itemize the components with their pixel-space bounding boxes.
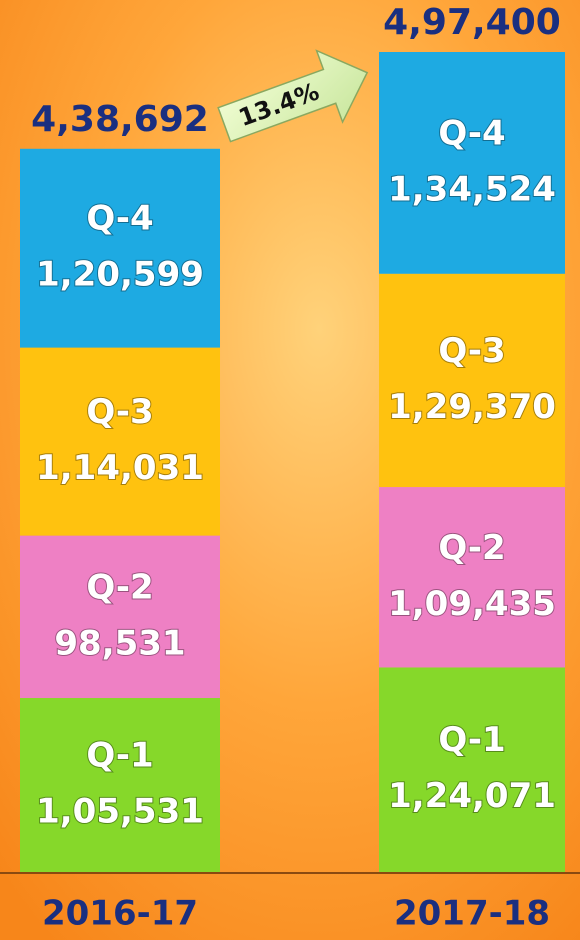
bar-segment: [20, 347, 220, 536]
segment-name: Q-2: [86, 567, 153, 607]
segment-value: 1,34,524: [388, 169, 556, 209]
segment-name: Q-1: [438, 720, 505, 760]
segment-value: 1,20,599: [36, 255, 204, 295]
segment-name: Q-2: [438, 528, 505, 568]
segment-value: 98,531: [54, 623, 185, 663]
total-label: 4,97,400: [383, 2, 561, 43]
segment-name: Q-3: [86, 392, 153, 432]
segment-value: 1,09,435: [388, 584, 556, 624]
x-tick-label: 2017-18: [394, 894, 550, 934]
total-label: 4,38,692: [31, 99, 209, 140]
segment-name: Q-4: [86, 199, 153, 239]
segment-name: Q-3: [438, 331, 505, 371]
segment-value: 1,29,370: [388, 387, 556, 427]
bar-segment: [379, 52, 565, 274]
bar-segment: [379, 273, 565, 488]
x-tick-label: 2016-17: [42, 894, 198, 934]
bar-segment: [20, 535, 220, 699]
segment-value: 1,24,071: [388, 776, 556, 816]
bar-segment: [20, 148, 220, 348]
bar-segment: [379, 487, 565, 668]
segment-name: Q-4: [438, 113, 505, 153]
segment-value: 1,05,531: [36, 792, 204, 832]
segment-value: 1,14,031: [36, 448, 204, 488]
segment-name: Q-1: [86, 736, 153, 776]
bar-segment: [379, 667, 565, 872]
bar-segment: [20, 698, 220, 872]
arrow-shape: [217, 49, 369, 143]
